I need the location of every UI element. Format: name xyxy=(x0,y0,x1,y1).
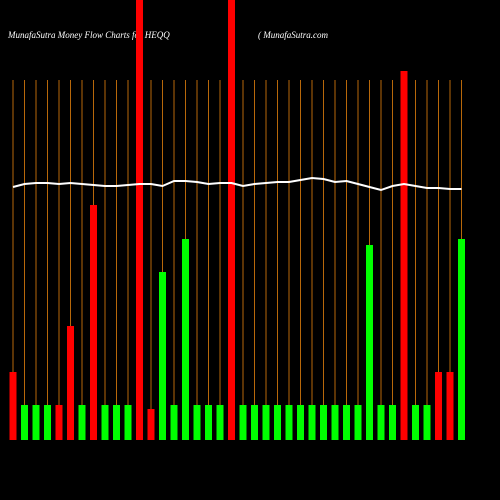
bar xyxy=(412,405,419,440)
bar xyxy=(124,405,132,440)
bar xyxy=(331,405,339,440)
bar xyxy=(400,71,408,440)
bar xyxy=(435,372,442,440)
bar xyxy=(458,239,465,440)
bar xyxy=(55,405,63,440)
chart-subtitle: ( MunafaSutra.com xyxy=(258,30,328,40)
bar xyxy=(21,405,28,440)
bar xyxy=(423,405,431,440)
bar xyxy=(67,326,74,440)
bar xyxy=(90,205,97,440)
money-flow-line xyxy=(12,176,462,192)
bar xyxy=(297,405,304,440)
bar xyxy=(147,409,155,440)
bar xyxy=(170,405,178,440)
bar xyxy=(78,405,86,440)
bar xyxy=(193,405,201,440)
bar xyxy=(9,372,17,440)
bar xyxy=(354,405,362,440)
bar xyxy=(251,405,258,440)
bar xyxy=(285,405,293,440)
bar xyxy=(159,272,166,440)
bar xyxy=(44,405,51,440)
bar xyxy=(182,239,189,440)
chart-title: MunafaSutra Money Flow Charts for HEQQ xyxy=(7,30,170,40)
bar xyxy=(389,405,396,440)
bar xyxy=(228,0,235,440)
bar xyxy=(262,405,270,440)
bar xyxy=(239,405,247,440)
bar xyxy=(113,405,120,440)
bar xyxy=(446,372,454,440)
bar xyxy=(136,0,143,440)
bar xyxy=(308,405,316,440)
bar xyxy=(366,245,373,440)
bar xyxy=(320,405,327,440)
bar xyxy=(343,405,350,440)
bar xyxy=(274,405,281,440)
bar xyxy=(101,405,109,440)
bar xyxy=(216,405,224,440)
bar xyxy=(32,405,40,440)
bar xyxy=(377,405,385,440)
bar xyxy=(205,405,212,440)
